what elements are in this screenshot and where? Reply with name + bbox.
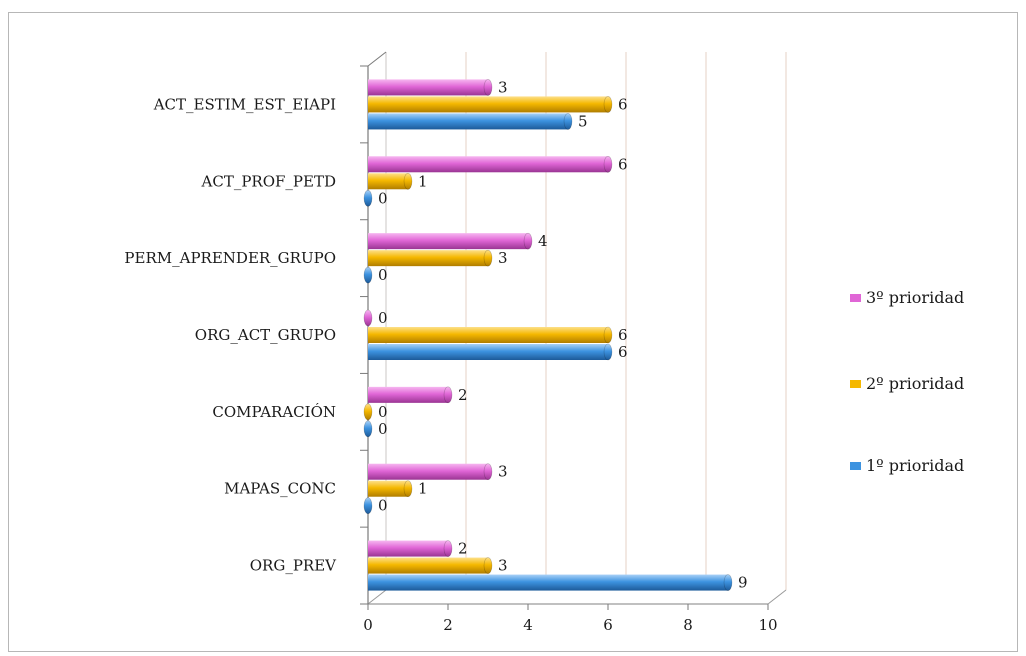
bars xyxy=(363,79,733,591)
bar xyxy=(363,189,373,207)
bar xyxy=(368,249,493,267)
data-label: 1 xyxy=(418,172,428,190)
bar xyxy=(368,79,493,96)
data-label: 1 xyxy=(418,480,428,498)
bar xyxy=(368,232,533,250)
x-tick-label: 10 xyxy=(758,616,777,634)
legend-swatch xyxy=(850,294,861,302)
x-tick-label: 6 xyxy=(603,616,613,634)
x-tick-label: 4 xyxy=(523,616,533,634)
grid-lines xyxy=(385,52,787,590)
data-label: 6 xyxy=(618,326,628,344)
bar xyxy=(368,574,733,591)
bar xyxy=(368,480,413,498)
bar xyxy=(368,326,613,344)
floor-edge xyxy=(367,589,387,605)
bar xyxy=(363,266,373,284)
bar xyxy=(368,113,573,130)
data-label: 3 xyxy=(498,78,508,96)
data-label: 3 xyxy=(498,249,508,267)
data-label: 2 xyxy=(458,540,468,558)
x-tick-label: 2 xyxy=(443,616,453,634)
data-label: 5 xyxy=(578,112,588,130)
legend-label: 1º prioridad xyxy=(866,456,964,475)
legend-swatch xyxy=(850,462,861,470)
bar xyxy=(368,172,413,190)
category-label: PERM_APRENDER_GRUPO xyxy=(124,249,336,267)
bar xyxy=(363,403,373,421)
data-label: 3 xyxy=(498,463,508,481)
bar xyxy=(363,497,373,515)
category-label: ACT_ESTIM_EST_EIAPI xyxy=(153,95,336,113)
bar xyxy=(368,463,493,481)
data-label: 6 xyxy=(618,343,628,361)
bar xyxy=(363,420,373,438)
x-tick-label: 8 xyxy=(683,616,693,634)
legend-swatch xyxy=(850,380,861,388)
bar xyxy=(363,309,373,327)
category-label: COMPARACIÓN xyxy=(212,403,336,421)
legend-label: 2º prioridad xyxy=(866,374,964,393)
legend-label: 3º prioridad xyxy=(866,288,964,307)
bar xyxy=(368,540,453,557)
category-label: ACT_PROF_PETD xyxy=(201,172,336,190)
category-label: MAPAS_CONC xyxy=(224,480,336,498)
bar xyxy=(368,96,613,113)
data-label: 4 xyxy=(538,232,548,250)
y-axis-top-edge xyxy=(367,51,387,67)
labels: ACT_ESTIM_EST_EIAPI 3 6 5 ACT_PROF_PETD 6 1 0 PE… xyxy=(124,78,747,591)
bar xyxy=(368,557,493,574)
category-label: ORG_PREV xyxy=(250,557,337,575)
x-tick-label: 0 xyxy=(363,616,373,634)
data-label: 0 xyxy=(378,497,388,515)
floor-edge xyxy=(767,589,787,605)
data-label: 6 xyxy=(618,95,628,113)
data-label: 9 xyxy=(738,574,748,592)
bar xyxy=(368,343,613,361)
data-label: 6 xyxy=(618,155,628,173)
data-label: 0 xyxy=(378,309,388,327)
data-label: 0 xyxy=(378,403,388,421)
bar xyxy=(368,386,453,404)
data-label: 3 xyxy=(498,557,508,575)
bar xyxy=(368,155,613,173)
category-label: ORG_ACT_GRUPO xyxy=(195,326,336,344)
data-label: 0 xyxy=(378,189,388,207)
data-label: 0 xyxy=(378,266,388,284)
data-label: 2 xyxy=(458,386,468,404)
legend: 3º prioridad 2º prioridad 1º prioridad xyxy=(850,288,964,475)
data-label: 0 xyxy=(378,420,388,438)
